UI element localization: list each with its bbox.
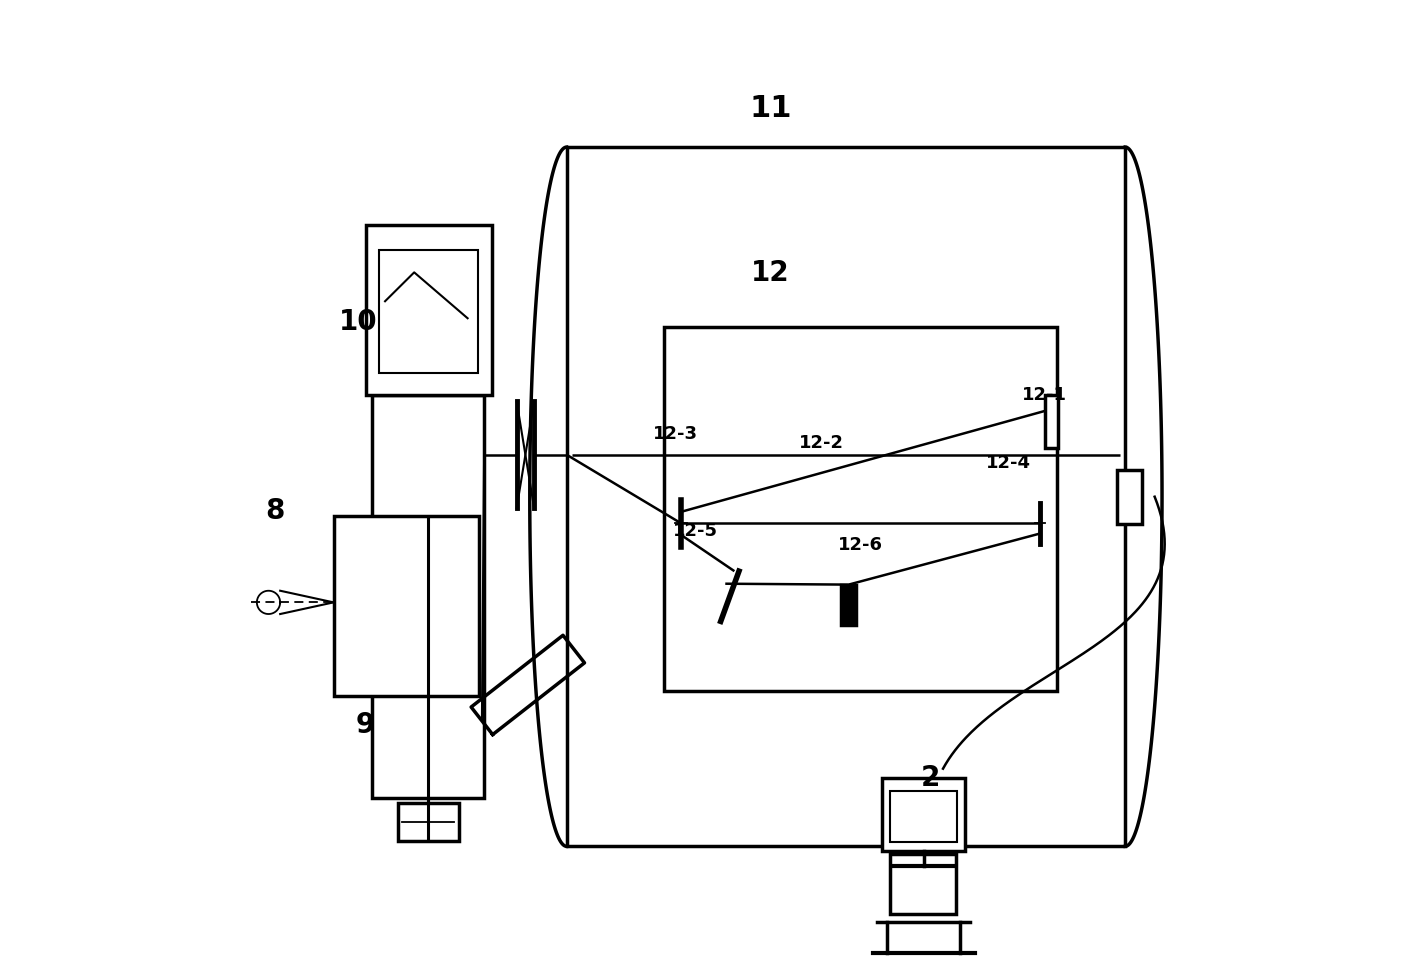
Bar (334, 516, 480, 695)
Bar (398, 803, 458, 842)
Text: 11: 11 (750, 94, 792, 123)
Bar (1046, 394, 1058, 448)
Bar (365, 225, 492, 394)
Text: 2: 2 (921, 765, 941, 793)
Bar (379, 250, 478, 373)
Bar (1118, 469, 1142, 524)
Text: 8: 8 (266, 498, 284, 525)
Text: 12-1: 12-1 (1022, 386, 1067, 404)
Text: 12: 12 (751, 259, 790, 287)
Text: 12-5: 12-5 (674, 522, 719, 540)
Bar (883, 778, 965, 851)
Text: 12-3: 12-3 (652, 425, 698, 442)
Text: 12-4: 12-4 (986, 454, 1032, 471)
Bar (890, 791, 957, 843)
Bar (664, 326, 1057, 691)
Bar (566, 147, 1125, 846)
Bar (890, 854, 957, 915)
Text: 10: 10 (338, 308, 378, 336)
Bar (841, 584, 856, 625)
Text: 12-2: 12-2 (798, 434, 843, 452)
Text: 12-6: 12-6 (838, 537, 883, 554)
Bar (372, 394, 484, 798)
Text: 9: 9 (357, 711, 375, 739)
